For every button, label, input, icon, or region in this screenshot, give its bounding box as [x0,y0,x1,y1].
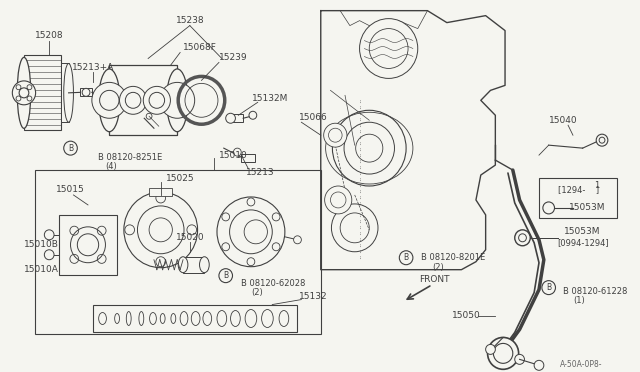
Circle shape [515,355,524,364]
Text: 15010A: 15010A [24,265,59,274]
Circle shape [234,148,241,156]
Circle shape [160,82,195,118]
Circle shape [534,360,544,370]
Circle shape [399,251,413,265]
Text: [0994-1294]: [0994-1294] [557,238,609,247]
Bar [61,64,68,122]
Text: 15010: 15010 [219,151,248,160]
Circle shape [82,89,90,96]
Text: 15068F: 15068F [182,43,216,52]
Text: 15208: 15208 [35,31,63,40]
Bar [80,89,92,96]
Text: (1): (1) [573,296,585,305]
Text: (2): (2) [251,288,262,297]
Text: B 08120-8201E: B 08120-8201E [420,253,485,262]
Ellipse shape [17,57,31,128]
Circle shape [77,234,99,256]
Circle shape [230,210,272,254]
Circle shape [488,337,518,369]
Circle shape [124,192,198,268]
Text: 15040: 15040 [549,116,577,125]
Text: B 08120-61228: B 08120-61228 [563,287,628,296]
Circle shape [249,111,257,119]
Text: 15238: 15238 [175,16,204,25]
Circle shape [340,213,369,243]
Bar [59,215,117,275]
Circle shape [217,197,285,267]
Circle shape [12,81,36,105]
Text: 1: 1 [595,180,600,189]
Circle shape [44,250,54,260]
Circle shape [125,92,141,108]
Ellipse shape [178,257,188,273]
Ellipse shape [70,227,106,263]
Circle shape [44,230,54,240]
Text: 15239: 15239 [219,53,248,62]
Text: [1294-    ]: [1294- ] [558,186,600,195]
Bar [24,55,61,130]
Text: 15053M: 15053M [564,227,601,236]
Text: 15053M: 15053M [569,203,605,212]
Text: 15213: 15213 [246,167,275,177]
Text: B 08120-8251E: B 08120-8251E [98,153,162,161]
Circle shape [120,86,147,114]
Bar [241,154,255,162]
Circle shape [294,236,301,244]
Circle shape [542,280,556,295]
Circle shape [244,220,268,244]
Ellipse shape [64,64,74,122]
Circle shape [324,186,352,214]
Circle shape [149,218,172,242]
Bar [183,257,204,273]
Bar [35,170,321,334]
Ellipse shape [200,257,209,273]
Text: B: B [68,144,73,153]
Text: A-50A-0P8-: A-50A-0P8- [559,360,602,369]
Circle shape [360,19,418,78]
Bar [149,188,172,196]
Circle shape [149,92,164,108]
Circle shape [328,128,342,142]
Circle shape [332,204,378,252]
Circle shape [493,343,513,363]
Text: 15010B: 15010B [24,240,59,249]
Circle shape [330,192,346,208]
Circle shape [143,86,170,114]
Circle shape [344,122,394,174]
Text: (4): (4) [106,161,117,171]
Circle shape [219,269,232,283]
Circle shape [324,123,347,147]
Bar [539,178,616,218]
Text: 15132: 15132 [299,292,327,301]
Circle shape [100,90,119,110]
Circle shape [332,110,406,186]
Text: 15050: 15050 [452,311,481,320]
Circle shape [226,113,236,123]
Text: 15066: 15066 [299,113,328,122]
Text: (2): (2) [432,263,444,272]
Bar [93,305,296,333]
Text: 15132M: 15132M [252,94,289,103]
Bar [234,114,243,122]
Text: B: B [404,253,409,262]
Ellipse shape [99,69,120,132]
Text: B: B [223,271,228,280]
Circle shape [486,344,495,355]
Text: 15025: 15025 [166,173,195,183]
Circle shape [138,206,184,254]
Text: 15213+A: 15213+A [72,63,114,72]
Circle shape [596,134,608,146]
Circle shape [356,134,383,162]
Circle shape [64,141,77,155]
Text: 15020: 15020 [175,233,204,242]
Text: FRONT: FRONT [419,275,449,284]
Ellipse shape [166,69,188,132]
Bar [109,65,177,135]
Text: B 08120-62028: B 08120-62028 [241,279,306,288]
Circle shape [92,82,127,118]
Circle shape [369,29,408,68]
Text: 15015: 15015 [56,186,85,195]
Circle shape [19,88,29,98]
Text: B: B [546,283,551,292]
